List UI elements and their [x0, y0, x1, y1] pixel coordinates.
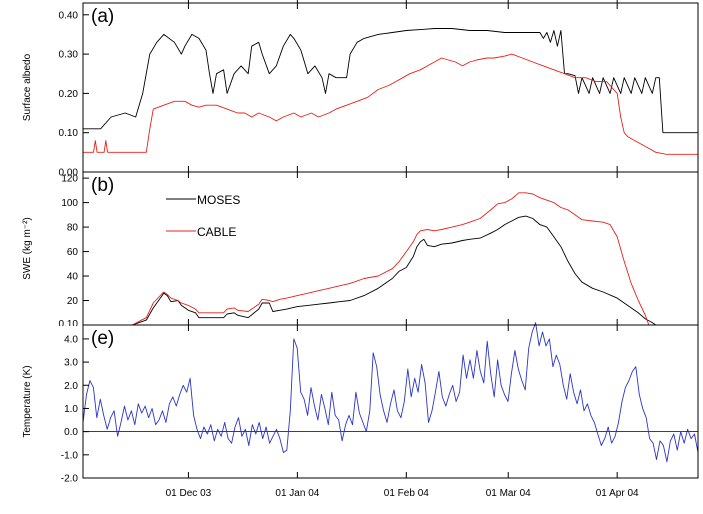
albedo-series-group — [83, 28, 698, 155]
y-axis-title: Surface albedo — [22, 53, 33, 121]
x-tick-label: 01 Dec 03 — [166, 488, 212, 499]
x-tick-label: 01 Mar 04 — [486, 488, 531, 499]
temperature-series-group — [82, 322, 699, 463]
y-tick-label: 0.0 — [64, 427, 78, 438]
x-tick-label: 01 Feb 04 — [384, 488, 429, 499]
x-axis-tick-labels: 01 Dec 03 01 Jan 04 01 Feb 04 01 Mar 04 01 A… — [166, 488, 639, 499]
x-tick-label: 01 Apr 04 — [596, 488, 639, 499]
y-tick-label: 60 — [67, 247, 79, 258]
panel-swe: 20 40 60 80 100 120 (b) SWE (kg m⁻²) 0.10 MOS… — [22, 171, 699, 330]
y-tick-label: 0.10 — [59, 128, 79, 139]
cable-line — [83, 192, 650, 325]
panel-label: (b) — [91, 175, 114, 196]
y-axis-title: Temperature (K) — [22, 365, 33, 437]
series-0-line — [83, 28, 698, 134]
swe-series-group — [83, 192, 657, 325]
y-tick-label: -1.0 — [61, 450, 79, 461]
x-axis-ticks — [187, 325, 618, 478]
y-tick-label: 1.0 — [64, 404, 78, 415]
y-axis-title: SWE (kg m⁻²) — [22, 217, 33, 280]
y-tick-label: 0.30 — [59, 50, 79, 61]
y-tick-label: 120 — [61, 174, 78, 185]
y-axis-ticks: -2.0 -1.0 0.0 1.0 2.0 3.0 4.0 — [61, 334, 89, 485]
series-1-line — [83, 53, 698, 155]
y-tick-label: 80 — [67, 223, 79, 234]
moses-line — [83, 215, 657, 325]
panel-temperature: -2.0 -1.0 0.0 1.0 2.0 3.0 4.0 01 Dec 03 01 Jan … — [22, 322, 699, 499]
y-tick-label: 2.0 — [64, 381, 78, 392]
panel-label: (e) — [91, 328, 114, 349]
y-tick-label: 0.00 — [59, 168, 79, 179]
y-axis-ticks: 0.00 0.10 0.20 0.30 0.40 — [59, 10, 89, 179]
y-tick-label: -2.0 — [61, 474, 79, 485]
y-tick-label: 4.0 — [64, 334, 78, 345]
clipped-tick-label: 0.10 — [59, 319, 79, 330]
panel-label: (a) — [91, 6, 114, 27]
y-tick-label: 20 — [67, 296, 79, 307]
y-tick-label: 0.20 — [59, 89, 79, 100]
legend-label-cable: CABLE — [197, 225, 236, 239]
y-axis-ticks: 20 40 60 80 100 120 — [61, 174, 89, 307]
x-axis-ticks — [187, 0, 618, 172]
y-tick-label: 100 — [61, 198, 78, 209]
y-tick-label: 40 — [67, 272, 79, 283]
legend: MOSES CABLE — [166, 193, 240, 239]
panel-frame — [82, 324, 699, 479]
legend-label-moses: MOSES — [197, 193, 240, 207]
panel-surface-albedo: 0.00 0.10 0.20 0.30 0.40 (a) Surface albedo — [22, 0, 699, 179]
x-axis-ticks — [187, 172, 618, 325]
y-tick-label: 3.0 — [64, 358, 78, 369]
series-0-line — [82, 322, 699, 463]
y-tick-label: 0.40 — [59, 10, 79, 21]
x-tick-label: 01 Jan 04 — [275, 488, 319, 499]
